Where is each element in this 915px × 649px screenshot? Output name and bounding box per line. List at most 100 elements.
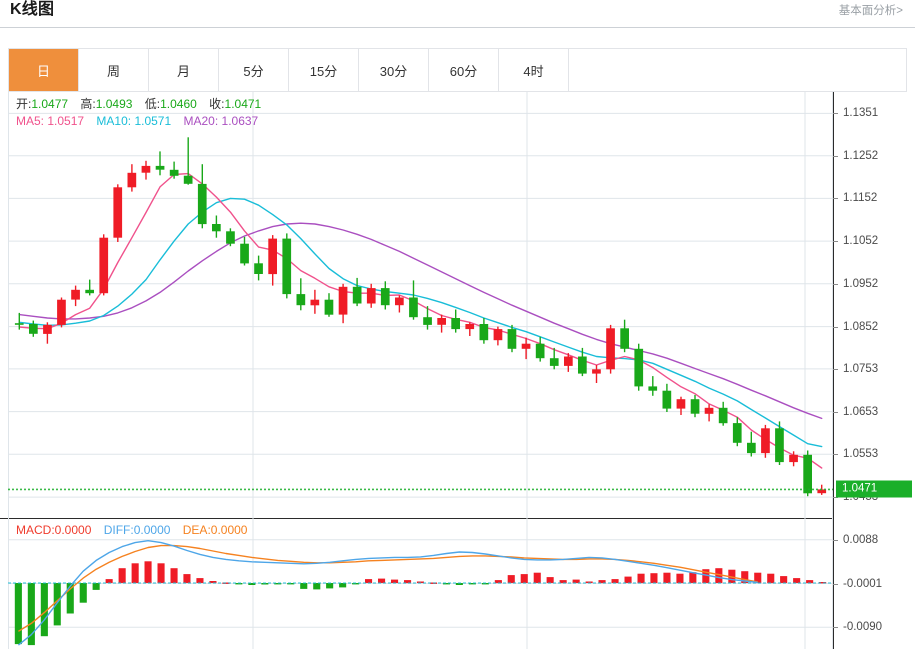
- price-axis-tickmark: [833, 326, 838, 328]
- macd-bar: [663, 572, 671, 583]
- macd-bar: [416, 581, 424, 583]
- macd-bar: [468, 583, 476, 585]
- timeframe-tabbar: 日 周 月 5分 15分 30分 60分 4时: [8, 48, 907, 92]
- macd-bar: [92, 583, 100, 590]
- price-axis-tickmark: [833, 241, 838, 243]
- tab-7[interactable]: 4时: [499, 49, 569, 91]
- macd-bar: [819, 582, 827, 584]
- candle: [803, 450, 812, 497]
- page-header: K线图 基本面分析>: [0, 0, 915, 28]
- tab-label: 5分: [243, 63, 264, 79]
- tab-label: 60分: [449, 63, 478, 79]
- tab-3[interactable]: 5分: [219, 49, 289, 91]
- macd-bar: [533, 572, 541, 583]
- macd-bar: [507, 575, 515, 583]
- candle: [268, 235, 277, 286]
- price-axis-tick: 1.1052: [843, 235, 879, 248]
- candle: [113, 184, 123, 242]
- candle: [380, 281, 390, 310]
- macd-bar: [365, 579, 373, 583]
- candle: [465, 322, 475, 336]
- tab-label: 30分: [379, 63, 408, 79]
- tab-0[interactable]: 日: [9, 49, 79, 91]
- macd-bar: [793, 578, 801, 583]
- macd-bar: [183, 574, 191, 583]
- macd-bar: [235, 583, 243, 585]
- price-axis-tick: 1.1252: [843, 149, 879, 162]
- macd-bar: [481, 583, 489, 585]
- price-axis-tick: 1.1152: [843, 192, 878, 205]
- chart-area: 开:1.0477 高:1.0493 低:1.0460 收:1.0471 MA5:…: [0, 92, 915, 649]
- macd-bar: [196, 578, 204, 583]
- macd-axis-tick: -0.0090: [843, 621, 883, 634]
- candle: [648, 376, 658, 396]
- candle: [99, 234, 109, 296]
- candle: [592, 365, 601, 383]
- tab-2[interactable]: 月: [149, 49, 219, 91]
- candle: [634, 343, 644, 391]
- macd-bar: [715, 568, 723, 583]
- macd-bar: [27, 583, 35, 646]
- macd-bar: [66, 583, 74, 614]
- candle: [549, 347, 559, 370]
- tab-1[interactable]: 周: [79, 49, 149, 91]
- price-axis-tick: 1.0753: [843, 362, 879, 375]
- candle: [521, 337, 531, 360]
- candle: [212, 215, 221, 238]
- macd-bar: [455, 583, 463, 585]
- candle: [43, 322, 52, 344]
- tab-label: 日: [36, 63, 50, 79]
- tab-4[interactable]: 15分: [289, 49, 359, 91]
- macd-bar: [689, 572, 697, 583]
- price-panel: 开:1.0477 高:1.0493 低:1.0460 收:1.0471 MA5:…: [0, 92, 915, 518]
- macd-bar: [144, 561, 152, 583]
- candle: [676, 396, 686, 415]
- macd-plot[interactable]: [8, 518, 833, 649]
- macd-axis: 0.0088 -0.0001 -0.0090: [833, 518, 915, 649]
- macd-bar: [287, 583, 295, 585]
- price-plot[interactable]: [8, 92, 833, 518]
- tab-5[interactable]: 30分: [359, 49, 429, 91]
- candle: [775, 421, 784, 465]
- macd-axis-tickmark: [833, 583, 838, 585]
- macd-bar: [611, 579, 619, 583]
- macd-bar: [559, 580, 567, 584]
- price-axis-tickmark: [833, 198, 838, 200]
- macd-bar: [624, 576, 632, 583]
- macd-bar: [40, 583, 48, 637]
- candle: [296, 278, 306, 311]
- candle: [71, 285, 80, 307]
- macd-bar: [53, 583, 61, 626]
- macd-bar: [14, 583, 22, 645]
- macd-panel: MACD:0.0000 DIFF:0.0000 DEA:0.0000 0.008…: [0, 518, 915, 649]
- macd-bar: [780, 576, 788, 583]
- candle: [535, 336, 545, 362]
- candle: [437, 314, 446, 333]
- price-axis-tickmark: [833, 368, 838, 370]
- macd-bar: [442, 583, 450, 585]
- candle: [338, 283, 348, 324]
- candle: [507, 324, 517, 353]
- candle: [29, 320, 38, 337]
- tabbar-spacer: [569, 49, 906, 91]
- candle: [620, 319, 629, 353]
- macd-bar: [248, 583, 256, 585]
- price-axis-tick: 1.0852: [843, 320, 879, 333]
- macd-bar: [404, 580, 412, 584]
- price-axis-tickmark: [833, 411, 838, 413]
- macd-bar: [585, 581, 593, 583]
- macd-axis-tick: 0.0088: [843, 533, 879, 546]
- fundamental-analysis-link[interactable]: 基本面分析>: [838, 5, 903, 17]
- macd-bar: [676, 573, 684, 584]
- candle: [451, 309, 460, 333]
- macd-bar: [572, 579, 580, 583]
- candle: [662, 383, 672, 412]
- macd-bar: [326, 583, 334, 589]
- price-axis-tick: 1.1351: [843, 107, 879, 120]
- price-axis-separator: [833, 92, 834, 518]
- candle: [226, 228, 235, 247]
- macd-bar: [598, 580, 606, 584]
- tab-6[interactable]: 60分: [429, 49, 499, 91]
- price-axis-tick: 1.0553: [843, 448, 879, 461]
- candle: [240, 236, 249, 266]
